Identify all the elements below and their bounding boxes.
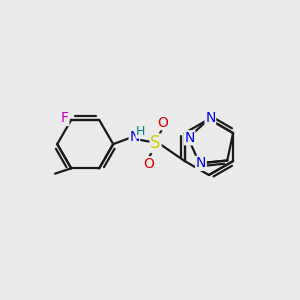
Text: H: H: [136, 125, 146, 138]
Text: O: O: [143, 157, 154, 171]
Text: O: O: [158, 116, 168, 130]
Text: N: N: [205, 111, 215, 124]
Text: N: N: [129, 130, 140, 144]
Text: S: S: [150, 134, 161, 152]
Text: N: N: [196, 156, 206, 170]
Text: N: N: [184, 131, 195, 145]
Text: F: F: [61, 111, 69, 125]
